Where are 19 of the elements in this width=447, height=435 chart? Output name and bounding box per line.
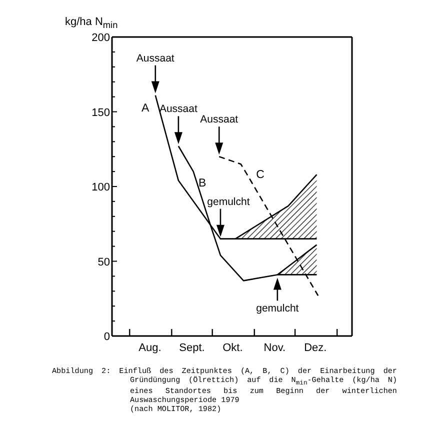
y-tick-label: 0 <box>104 331 110 343</box>
annotation: Aussaat <box>159 103 198 116</box>
x-tick-label: Okt. <box>222 342 243 354</box>
series-label: C <box>256 169 264 182</box>
series-label: B <box>198 178 207 190</box>
y-tick-label: 150 <box>92 106 110 119</box>
y-axis-title: kg/ha N$_{min}$ <box>65 16 118 30</box>
annotation: gemulcht <box>207 196 250 208</box>
y-tick-label: 200 <box>92 32 110 44</box>
y-tick-label: 50 <box>98 256 110 268</box>
x-tick-label: Dez. <box>304 342 327 354</box>
annotation: Aussaat <box>136 52 174 64</box>
legend-label: A <box>142 102 150 114</box>
x-tick-label: Sept. <box>179 342 205 354</box>
y-tick-label: 100 <box>92 182 110 194</box>
x-tick-label: Nov. <box>264 342 286 354</box>
annotation: gemulcht <box>256 302 299 315</box>
x-tick-label: Aug. <box>138 342 162 354</box>
annotation: Aussaat <box>200 114 238 126</box>
